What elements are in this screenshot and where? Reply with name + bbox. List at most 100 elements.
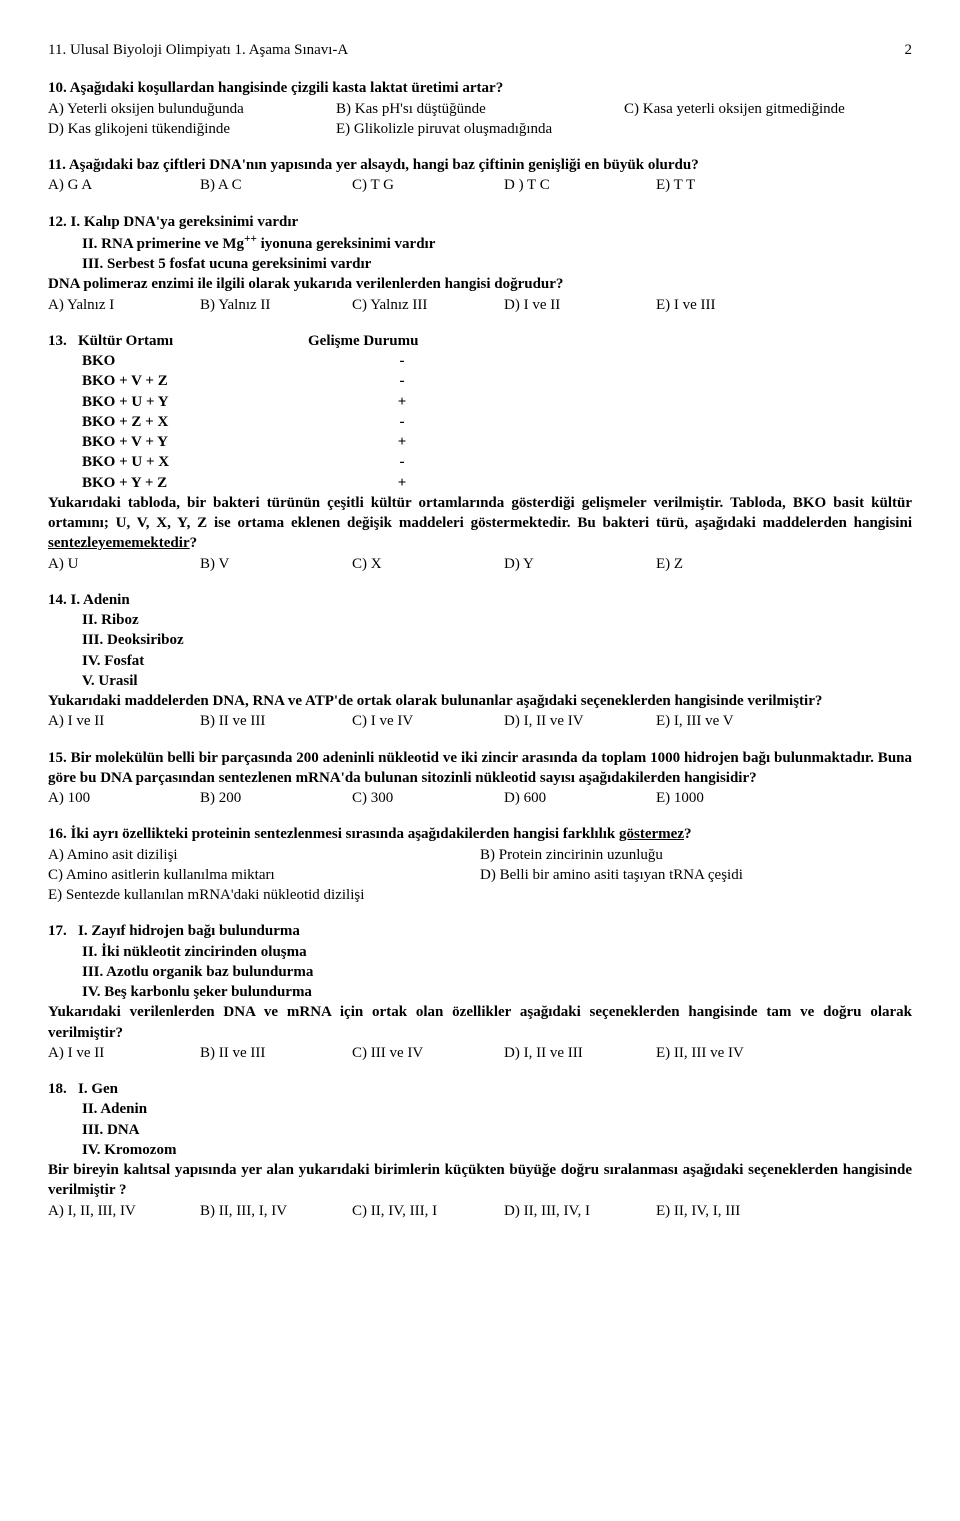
q15-opt-e: E) 1000	[656, 788, 808, 808]
q11-opt-a: A) G A	[48, 175, 200, 195]
q17-l1: I. Zayıf hidrojen bağı bulundurma	[78, 923, 300, 939]
q16-opt-b: B) Protein zincirinin uzunluğu	[480, 845, 912, 865]
q13-p1end: ?	[190, 535, 198, 551]
q16-opt-d: D) Belli bir amino asiti taşıyan tRNA çe…	[480, 865, 912, 885]
q17-number: 17.	[48, 923, 67, 939]
q10-opt-b: B) Kas pH'sı düştüğünde	[336, 99, 624, 119]
q13-p1u: sentezleyememektedir	[48, 535, 190, 551]
page-header: 11. Ulusal Biyoloji Olimpiyatı 1. Aşama …	[48, 40, 912, 60]
q13-row-media: BKO + Z + X	[48, 412, 342, 432]
q18-number: 18.	[48, 1081, 67, 1097]
q16-stem-u: göstermez	[619, 826, 684, 842]
q15-opt-c: C) 300	[352, 788, 504, 808]
q18-ask: Bir bireyin kalıtsal yapısında yer alan …	[48, 1160, 912, 1201]
q12-line2b: iyonuna gereksinimi vardır	[257, 236, 436, 252]
q13-opt-c: C) X	[352, 554, 504, 574]
q17-l2: II. İki nükleotit zincirinden oluşma	[82, 942, 912, 962]
q17-opt-c: C) III ve IV	[352, 1043, 504, 1063]
q18-opt-b: B) II, III, I, IV	[200, 1201, 352, 1221]
q13-number: 13.	[48, 333, 67, 349]
q13-para: Yukarıdaki tabloda, bir bakteri türünün …	[48, 493, 912, 554]
q13-row-growth: -	[342, 452, 462, 472]
q12-opt-e: E) I ve III	[656, 295, 808, 315]
q18-l2: II. Adenin	[82, 1099, 912, 1119]
header-left: 11. Ulusal Biyoloji Olimpiyatı 1. Aşama …	[48, 40, 348, 60]
q10-stem: 10. Aşağıdaki koşullardan hangisinde çiz…	[48, 78, 912, 98]
question-13: 13. Kültür Ortamı Gelişme Durumu BKO-BKO…	[48, 331, 912, 574]
q14-l4: IV. Fosfat	[82, 651, 912, 671]
q11-opt-c: C) T G	[352, 175, 504, 195]
q17-opt-a: A) I ve II	[48, 1043, 200, 1063]
q13-row-growth: +	[342, 432, 462, 452]
q13-h2: Gelişme Durumu	[308, 331, 508, 351]
q14-opt-c: C) I ve IV	[352, 711, 504, 731]
q17-l4: IV. Beş karbonlu şeker bulundurma	[82, 982, 912, 1002]
q11-opt-e: E) T T	[656, 175, 808, 195]
q11-opt-d: D ) T C	[504, 175, 656, 195]
question-18: 18. I. Gen II. Adenin III. DNA IV. Kromo…	[48, 1079, 912, 1221]
q14-opt-d: D) I, II ve IV	[504, 711, 656, 731]
q13-row-media: BKO + U + X	[48, 452, 342, 472]
q13-row-growth: +	[342, 473, 462, 493]
question-11: 11. Aşağıdaki baz çiftleri DNA'nın yapıs…	[48, 155, 912, 196]
q13-row: BKO + V + Y+	[48, 432, 912, 452]
q13-opt-a: A) U	[48, 554, 200, 574]
q18-l3: III. DNA	[82, 1120, 912, 1140]
q12-line1: I. Kalıp DNA'ya gereksinimi vardır	[71, 214, 299, 230]
q14-l2: II. Riboz	[82, 610, 912, 630]
question-12: 12. I. Kalıp DNA'ya gereksinimi vardır I…	[48, 212, 912, 315]
q14-l1: I. Adenin	[71, 592, 130, 608]
q12-number: 12.	[48, 214, 67, 230]
q17-opt-e: E) II, III ve IV	[656, 1043, 808, 1063]
q16-stem-pre: 16. İki ayrı özellikteki proteinin sente…	[48, 826, 619, 842]
q13-row-media: BKO + V + Y	[48, 432, 342, 452]
q15-opt-a: A) 100	[48, 788, 200, 808]
q13-row-growth: -	[342, 351, 462, 371]
q17-ask: Yukarıdaki verilenlerden DNA ve mRNA içi…	[48, 1002, 912, 1043]
q14-opt-a: A) I ve II	[48, 711, 200, 731]
q15-opt-d: D) 600	[504, 788, 656, 808]
question-10: 10. Aşağıdaki koşullardan hangisinde çiz…	[48, 78, 912, 139]
q13-row: BKO-	[48, 351, 912, 371]
q13-row-media: BKO	[48, 351, 342, 371]
q13-p1: Yukarıdaki tabloda, bir bakteri türünün …	[48, 495, 912, 531]
q13-row: BKO + Z + X-	[48, 412, 912, 432]
q13-row: BKO + V + Z-	[48, 371, 912, 391]
q13-row: BKO + U + Y+	[48, 392, 912, 412]
q12-opt-a: A) Yalnız I	[48, 295, 200, 315]
q18-opt-a: A) I, II, III, IV	[48, 1201, 200, 1221]
q18-l4: IV. Kromozom	[82, 1140, 912, 1160]
q13-row-growth: +	[342, 392, 462, 412]
q10-opt-d: D) Kas glikojeni tükendiğinde	[48, 119, 336, 139]
q14-ask: Yukarıdaki maddelerden DNA, RNA ve ATP'd…	[48, 691, 912, 711]
q13-rows: BKO-BKO + V + Z-BKO + U + Y+BKO + Z + X-…	[48, 351, 912, 493]
q12-sup: ++	[244, 233, 257, 245]
q12-opt-b: B) Yalnız II	[200, 295, 352, 315]
q15-stem: 15. Bir molekülün belli bir parçasında 2…	[48, 748, 912, 789]
q16-stem-end: ?	[684, 826, 692, 842]
q10-opt-a: A) Yeterli oksijen bulunduğunda	[48, 99, 336, 119]
question-15: 15. Bir molekülün belli bir parçasında 2…	[48, 748, 912, 809]
q16-opt-e: E) Sentezde kullanılan mRNA'daki nükleot…	[48, 885, 480, 905]
q11-opt-b: B) A C	[200, 175, 352, 195]
q13-row-media: BKO + U + Y	[48, 392, 342, 412]
q14-l3: III. Deoksiriboz	[82, 630, 912, 650]
q12-opt-d: D) I ve II	[504, 295, 656, 315]
q14-opt-b: B) II ve III	[200, 711, 352, 731]
q17-opt-b: B) II ve III	[200, 1043, 352, 1063]
q13-opt-d: D) Y	[504, 554, 656, 574]
q13-h1: Kültür Ortamı	[78, 333, 173, 349]
q12-line2a: II. RNA primerine ve Mg	[82, 236, 244, 252]
q12-ask: DNA polimeraz enzimi ile ilgili olarak y…	[48, 274, 912, 294]
q10-opt-c: C) Kasa yeterli oksijen gitmediğinde	[624, 99, 912, 119]
q13-row: BKO + U + X-	[48, 452, 912, 472]
q13-row-growth: -	[342, 412, 462, 432]
q13-row-growth: -	[342, 371, 462, 391]
question-16: 16. İki ayrı özellikteki proteinin sente…	[48, 824, 912, 905]
q13-opt-e: E) Z	[656, 554, 808, 574]
q17-opt-d: D) I, II ve III	[504, 1043, 656, 1063]
q13-opt-b: B) V	[200, 554, 352, 574]
q15-opt-b: B) 200	[200, 788, 352, 808]
q12-opt-c: C) Yalnız III	[352, 295, 504, 315]
q10-opt-e: E) Glikolizle piruvat oluşmadığında	[336, 119, 624, 139]
